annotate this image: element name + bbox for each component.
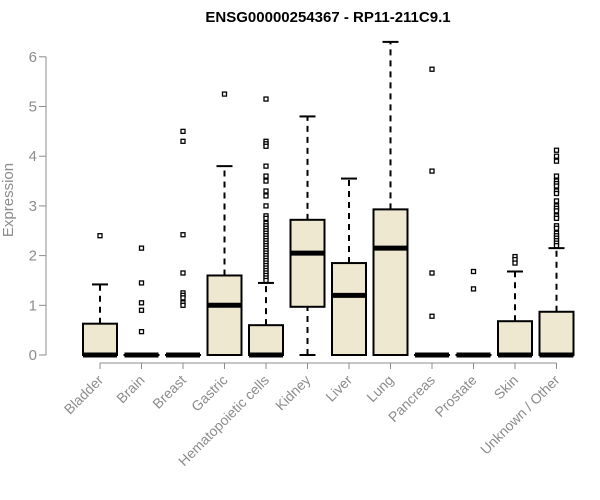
outlier-point — [138, 328, 145, 335]
outlier-point — [470, 286, 477, 292]
y-tick-label: 5 — [29, 99, 37, 116]
outlier-point — [553, 183, 560, 189]
x-category-label: Breast — [149, 372, 189, 412]
y-tick-label: 0 — [29, 347, 37, 364]
outlier-point — [429, 66, 435, 72]
chart-title: ENSG00000254367 - RP11-211C9.1 — [205, 9, 450, 26]
outlier-point — [138, 280, 145, 286]
box-rect — [206, 274, 243, 357]
outlier-point — [97, 233, 103, 239]
outlier-point — [180, 128, 186, 135]
outlier-point — [553, 147, 560, 153]
box-pancreas — [414, 66, 450, 358]
outlier-point — [263, 188, 269, 194]
outlier-point — [180, 138, 186, 144]
outlier-point — [553, 215, 560, 221]
box-rect — [331, 262, 367, 356]
outlier-point — [180, 302, 186, 308]
x-category-label: Kidney — [272, 372, 314, 414]
box-rect — [82, 322, 118, 356]
box-hematopoietic-cells — [248, 96, 284, 358]
outlier-point — [553, 198, 560, 204]
outlier-point — [553, 153, 560, 159]
y-tick-label: 6 — [29, 49, 37, 66]
outlier-point — [221, 91, 228, 97]
x-category-label: Unknown / Other — [477, 372, 563, 458]
box-rect — [372, 208, 409, 356]
outlier-point — [180, 232, 186, 238]
box-bladder — [82, 233, 118, 358]
outlier-point — [180, 270, 186, 276]
y-axis: 0 1 2 3 4 5 6 — [29, 49, 47, 364]
y-tick-label: 1 — [29, 297, 37, 314]
outlier-point — [263, 173, 269, 179]
y-tick-label: 3 — [29, 198, 37, 215]
outlier-point — [553, 190, 560, 197]
box-brain — [123, 245, 160, 358]
box-kidney — [289, 115, 326, 356]
box-breast — [165, 128, 201, 358]
x-category-label: Bladder — [61, 372, 107, 418]
box-series — [82, 40, 575, 358]
outlier-point — [512, 260, 518, 266]
box-liver — [331, 177, 367, 356]
outlier-point — [138, 307, 145, 313]
outlier-point — [263, 203, 269, 209]
outlier-point — [263, 215, 269, 221]
outlier-point — [553, 243, 560, 249]
box-rect — [497, 320, 533, 357]
box-rect — [248, 324, 284, 356]
outlier-point — [429, 168, 435, 174]
outlier-point — [138, 245, 145, 251]
box-lung — [372, 40, 409, 356]
box-prostate — [455, 268, 492, 358]
x-category-label: Brain — [113, 372, 147, 406]
box-skin — [497, 253, 533, 358]
outlier-point — [429, 313, 435, 319]
outlier-point — [553, 158, 560, 164]
x-category-label: Liver — [322, 372, 355, 405]
outlier-point — [553, 225, 560, 231]
outlier-point — [553, 208, 560, 214]
box-unknown-other — [538, 147, 575, 358]
outlier-point — [553, 173, 560, 179]
outlier-point — [263, 178, 269, 184]
outlier-point — [429, 270, 435, 276]
outlier-point — [138, 300, 145, 306]
box-rect — [289, 218, 326, 308]
outlier-point — [180, 295, 186, 301]
outlier-point — [263, 277, 269, 284]
box-rect — [538, 310, 575, 356]
outlier-point — [263, 96, 269, 102]
box-gastric — [206, 91, 243, 357]
x-category-label: Skin — [491, 372, 522, 403]
x-category-label: Lung — [363, 372, 396, 405]
outlier-point — [263, 143, 269, 149]
x-category-label: Prostate — [431, 372, 479, 420]
y-tick-label: 4 — [29, 148, 37, 165]
outlier-point — [263, 193, 269, 199]
y-axis-label: Expression — [0, 163, 17, 237]
y-tick-label: 2 — [29, 248, 37, 265]
outlier-point — [263, 163, 269, 169]
outlier-point — [470, 268, 477, 275]
